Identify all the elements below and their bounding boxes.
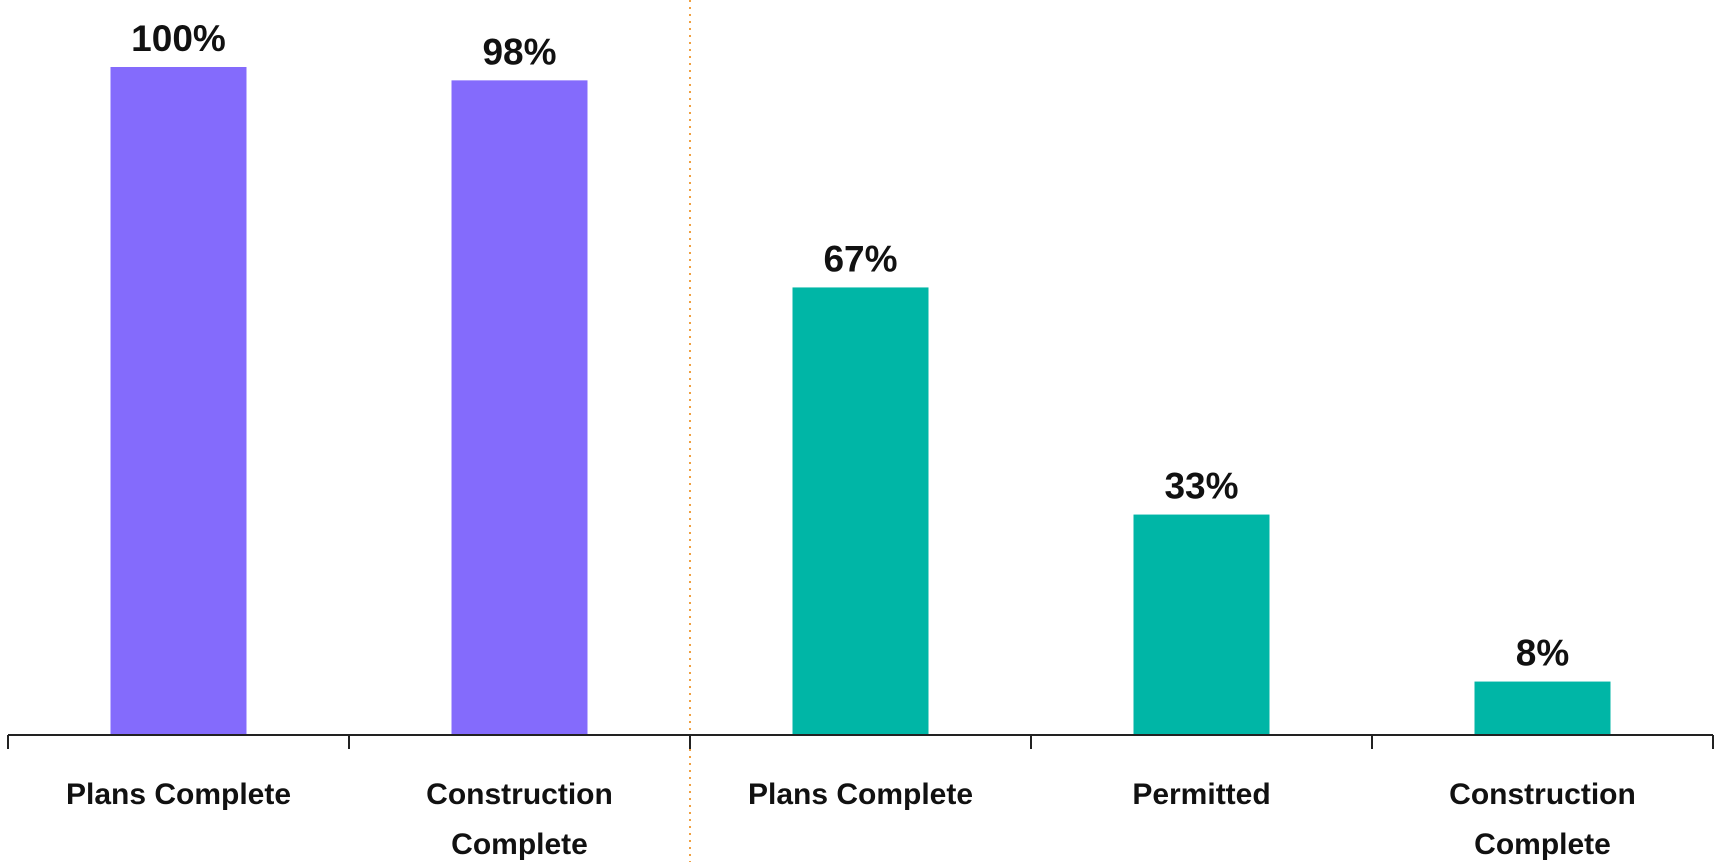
x-tick-label: Plans Complete — [66, 778, 291, 811]
bar-value-label: 8% — [1516, 633, 1569, 674]
bar-value-label: 33% — [1164, 466, 1238, 507]
x-tick-label: Construction Complete — [426, 778, 613, 861]
bar-value-label: 98% — [482, 31, 556, 72]
bar — [1475, 682, 1611, 735]
bar-value-label: 100% — [131, 18, 226, 59]
bars-layer — [111, 67, 1611, 735]
bar — [452, 80, 588, 735]
x-tick-label: Construction Complete — [1449, 778, 1636, 861]
bar — [793, 287, 929, 735]
bar — [111, 67, 247, 735]
bar — [1134, 515, 1270, 735]
bar-value-label: 67% — [823, 238, 897, 279]
x-tick-label: Permitted — [1132, 778, 1270, 811]
x-tick-label: Plans Complete — [748, 778, 973, 811]
